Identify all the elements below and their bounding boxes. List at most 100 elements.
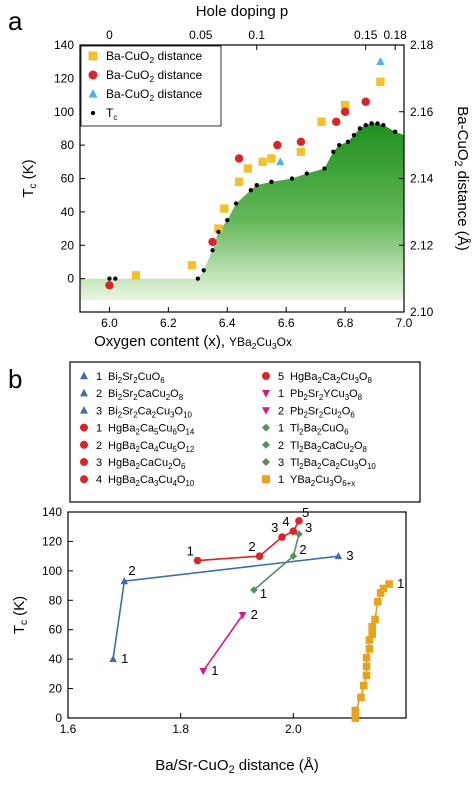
y-tick-label: 80	[61, 138, 75, 152]
y-axis-title-b: Tc (K)	[11, 596, 30, 634]
yellow-square-point	[187, 261, 197, 270]
x-axis-title-b: Ba/Sr-CuO2 distance (Å)	[155, 757, 319, 776]
tc-dot-point	[113, 276, 118, 281]
legend-formula: HgBa2Ca2Cu3O8	[290, 371, 372, 385]
x-tick-label: 6.2	[160, 316, 177, 330]
x-tick-label: 6.0	[101, 316, 118, 330]
data-point-y	[357, 693, 365, 702]
data-point-y	[362, 653, 371, 662]
y2-tick-label: 2.16	[410, 105, 434, 119]
yellow-square-point	[220, 204, 229, 213]
tc-area-fill	[80, 123, 404, 301]
data-point-y	[376, 589, 385, 597]
y-tick-label: 100	[42, 564, 62, 578]
tc-dot-point	[304, 171, 309, 176]
data-point-y	[371, 615, 379, 624]
y-tick-label: 100	[54, 105, 74, 119]
data-point-y	[362, 671, 371, 680]
legend-item: 3 HgBa2CaCu2O6	[80, 457, 186, 471]
legend-item: 2 Tl2Ba2CaCu2O8	[262, 440, 368, 454]
legend-item: 1 Pb2Sr2YCu3O8	[262, 388, 363, 402]
tc-dot-point	[369, 121, 374, 126]
y2-tick-label: 2.12	[410, 238, 434, 252]
plot-frame-b	[67, 511, 407, 719]
data-point-y	[365, 636, 374, 644]
legend-item: 1 HgBa2Ca5Cu6O14	[80, 423, 195, 437]
data-point-bi	[120, 576, 129, 585]
legend-item: 2 Bi2Sr2CaCu2O8	[80, 388, 184, 402]
legend-number: 3	[278, 457, 284, 469]
legend-number: 1	[96, 423, 102, 435]
y-tick-label: 80	[49, 593, 63, 607]
legend-item: 5 HgBa2Ca2Cu3O8	[262, 371, 372, 385]
tc-dot-point	[375, 121, 380, 126]
point-label: 1	[187, 544, 194, 559]
tc-dot-point	[269, 179, 274, 184]
point-label: 1	[260, 586, 267, 601]
legend-marker	[262, 390, 270, 398]
data-point-tl	[289, 552, 298, 560]
tc-dot-point	[195, 276, 200, 281]
tc-dot-point	[363, 122, 368, 128]
tc-dot-point	[201, 268, 206, 273]
y2-tick-label: 2.14	[410, 172, 434, 186]
tc-dot-point	[254, 183, 259, 188]
tc-dot-point	[345, 139, 351, 144]
point-label: 3	[346, 548, 353, 563]
panel-label-a: a	[8, 6, 23, 36]
data-point-y	[368, 622, 376, 631]
series-line-y	[354, 583, 390, 718]
cyan-triangle-point	[276, 157, 285, 166]
legend-marker	[80, 458, 88, 466]
legend-number: 3	[96, 457, 102, 469]
red-circle-point	[273, 140, 282, 150]
legend-marker	[88, 70, 98, 80]
legend-marker	[80, 440, 88, 449]
point-label: 1	[211, 663, 218, 678]
y2-tick-label: 2.18	[410, 38, 434, 52]
legend-item: 4 HgBa2Ca3Cu4O10	[80, 474, 195, 488]
top-x-tick-label: 0.15	[354, 28, 378, 42]
yellow-square-point	[296, 147, 306, 156]
legend-item: 1 Tl2Ba2CuO6	[262, 423, 349, 437]
tc-dot-point	[322, 166, 327, 171]
legend-number: 1	[278, 474, 284, 486]
legend-formula: HgBa2Ca4Cu5O12	[108, 440, 194, 454]
yellow-square-point	[258, 157, 267, 167]
data-point-y	[359, 681, 368, 690]
point-label: 5	[302, 505, 309, 520]
point-label: 3	[271, 520, 278, 535]
tc-dot-point	[225, 218, 230, 223]
red-circle-point	[296, 137, 306, 146]
red-circle-point	[340, 107, 350, 116]
legend-number: 4	[96, 474, 102, 486]
legend-box-b	[69, 361, 421, 503]
legend-marker	[80, 475, 88, 484]
data-point-pb	[199, 667, 207, 676]
legend-marker	[80, 406, 88, 414]
legend-marker	[262, 372, 270, 380]
legend-marker	[80, 388, 88, 397]
legend-number: 1	[96, 371, 102, 383]
point-label: 2	[128, 563, 135, 578]
data-point-tl	[295, 530, 303, 538]
y-tick-label: 60	[49, 623, 63, 637]
legend-formula: Pb2Sr2Cu2O6	[290, 405, 355, 419]
tc-dot-point	[248, 188, 253, 193]
top-axis-title: Hole doping p	[196, 3, 289, 20]
data-point-hg	[295, 517, 303, 525]
tc-dot-point	[393, 129, 398, 134]
top-x-tick-label: 0	[106, 28, 113, 42]
x-tick-label: 7.0	[396, 316, 413, 330]
legend-item: 1 Bi2Sr2CuO6	[80, 371, 165, 385]
tc-dot-point	[216, 229, 221, 235]
legend-item: 3 Bi2Sr2Ca2Cu3O10	[80, 405, 192, 419]
legend-box	[80, 45, 222, 127]
data-point-y	[362, 662, 371, 671]
legend-a: Ba-CuO2 distance Ba-CuO2 distance Ba-CuO2 …	[80, 45, 222, 127]
tc-dot-point	[107, 276, 112, 281]
y-tick-label: 20	[61, 238, 75, 252]
legend-formula: HgBa2Ca5Cu6O14	[108, 423, 195, 437]
x-tick-label: 6.4	[219, 316, 236, 330]
